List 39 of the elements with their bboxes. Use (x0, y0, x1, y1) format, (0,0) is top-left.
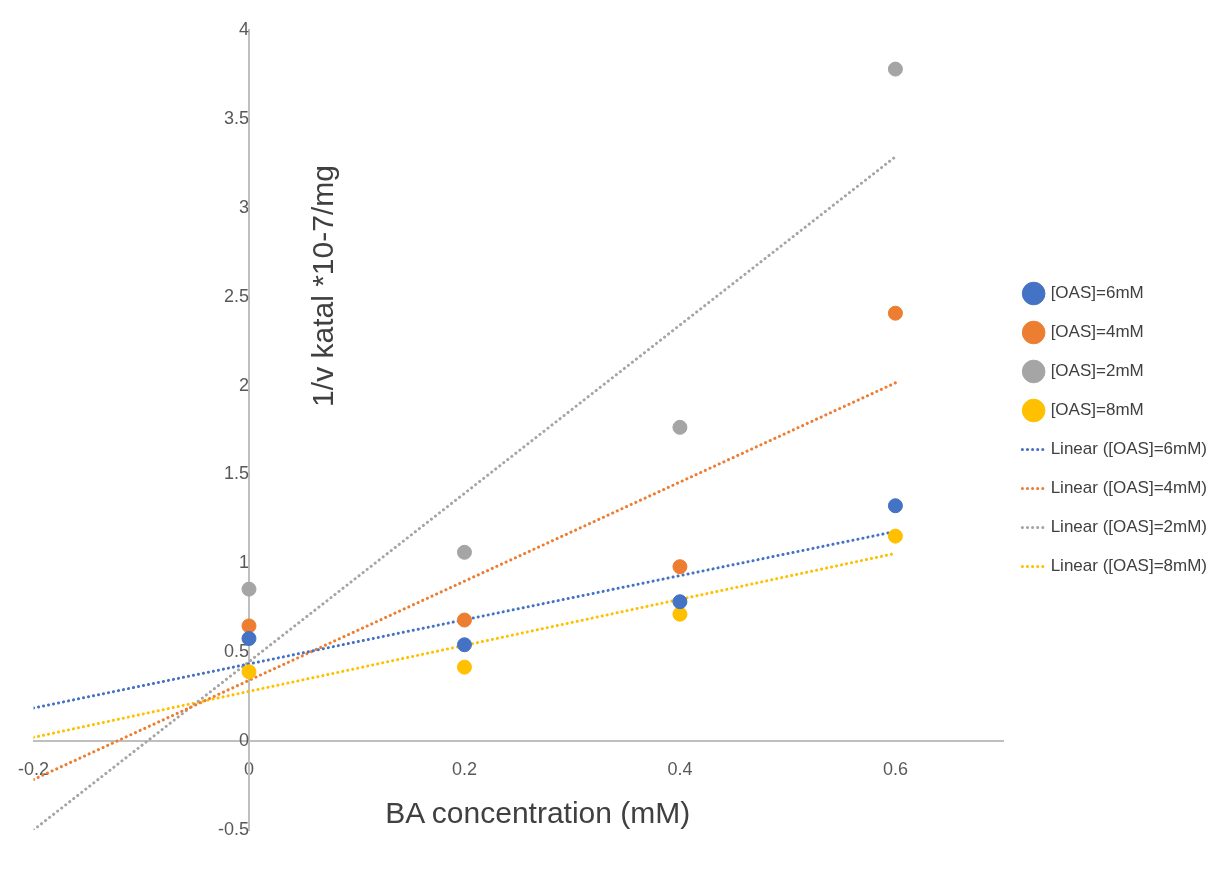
point (456, 637, 472, 653)
x-tick-label: 0.4 (667, 758, 693, 779)
x-axis-title: BA concentration (mM) (385, 796, 691, 830)
point (887, 305, 903, 321)
point (241, 618, 257, 634)
point (456, 659, 472, 675)
point (672, 594, 688, 610)
point (887, 498, 903, 514)
point (241, 664, 257, 680)
legend-label: [OAS]=4mM (1050, 322, 1144, 342)
y-tick-label: 2.5 (223, 285, 249, 306)
legend-label: Linear ([OAS]=4mM) (1050, 478, 1208, 498)
y-tick-label: 0 (238, 730, 249, 751)
point (672, 419, 688, 435)
point (241, 581, 257, 597)
y-tick-label: 3.5 (223, 107, 249, 128)
legend-label: [OAS]=2mM (1050, 361, 1144, 381)
point (456, 612, 472, 628)
y-axis-title: 1/v katal *10-7/mg (305, 165, 339, 407)
legend-label: [OAS]=6mM (1050, 283, 1144, 303)
y-tick-label: 2 (238, 374, 249, 395)
y-tick-label: 1.5 (223, 463, 249, 484)
x-tick-label: -0.2 (17, 758, 50, 779)
y-tick-label: -0.5 (217, 818, 249, 839)
x-tick-label: 0.2 (451, 758, 477, 779)
point (672, 559, 688, 575)
legend-label: Linear ([OAS]=2mM) (1050, 517, 1208, 537)
y-tick-label: 0.5 (223, 641, 249, 662)
point (456, 544, 472, 560)
y-tick-label: 1 (238, 552, 249, 573)
point (887, 61, 903, 77)
legend-label: Linear ([OAS]=8mM) (1050, 556, 1208, 576)
y-tick-label: 3 (238, 196, 249, 217)
point (887, 528, 903, 544)
legend-label: [OAS]=8mM (1050, 400, 1144, 420)
y-tick-label: 4 (238, 18, 249, 39)
legend-label: Linear ([OAS]=6mM) (1050, 439, 1208, 459)
x-tick-label: 0.6 (882, 758, 908, 779)
point (672, 606, 688, 622)
